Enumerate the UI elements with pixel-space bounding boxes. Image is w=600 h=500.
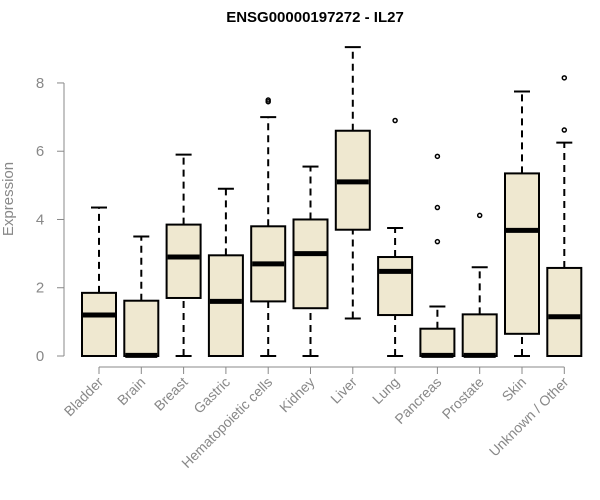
x-tick-label: Liver <box>327 374 360 407</box>
y-tick-label: 2 <box>36 280 44 297</box>
outlier-point <box>476 212 483 219</box>
box-7 <box>334 46 371 320</box>
box-9 <box>419 153 456 358</box>
x-tick-label: Bladder <box>61 374 107 420</box>
outlier-point <box>561 127 568 133</box>
box-12 <box>546 75 583 357</box>
box-4 <box>207 187 244 357</box>
outlier-point <box>265 97 271 103</box>
box-body <box>165 223 202 299</box>
outlier-point <box>434 238 441 245</box>
outlier-point <box>434 153 441 160</box>
x-tick-label: Kidney <box>276 374 318 416</box>
outlier-point <box>392 117 398 124</box>
x-tick-label: Pancreas <box>391 374 444 427</box>
box-body <box>461 313 498 357</box>
boxes-group <box>81 46 583 358</box>
box-body <box>504 172 540 335</box>
y-axis: 0 2 4 6 8 <box>36 75 65 365</box>
box-2 <box>123 235 160 358</box>
box-body <box>292 218 329 310</box>
box-5 <box>250 97 287 357</box>
y-tick-label: 6 <box>36 143 44 160</box>
y-tick-label: 4 <box>36 211 44 228</box>
x-tick-label: Lung <box>369 374 402 407</box>
y-axis-label: Expression <box>0 162 17 236</box>
box-11 <box>504 90 540 357</box>
outlier-point <box>434 204 441 211</box>
box-body <box>419 327 456 357</box>
chart-title: ENSG00000197272 - IL27 <box>226 9 404 26</box>
outlier-point <box>561 75 568 81</box>
x-tick-label: Unknown / Other <box>486 374 572 460</box>
x-tick-label: Prostate <box>439 374 487 422</box>
box-3 <box>165 153 202 357</box>
x-tick-label: Brain <box>114 374 148 408</box>
x-tick-label: Breast <box>151 374 191 414</box>
box-body <box>546 266 583 357</box>
x-tick-label: Skin <box>499 374 530 405</box>
box-8 <box>377 117 414 357</box>
box-10 <box>461 212 498 358</box>
box-body <box>207 254 244 357</box>
box-body <box>123 299 160 358</box>
box-body <box>81 291 117 358</box>
y-tick-label: 0 <box>36 348 44 365</box>
box-1 <box>81 206 117 358</box>
box-body <box>377 256 414 317</box>
box-6 <box>292 165 329 357</box>
y-tick-label: 8 <box>36 75 44 92</box>
